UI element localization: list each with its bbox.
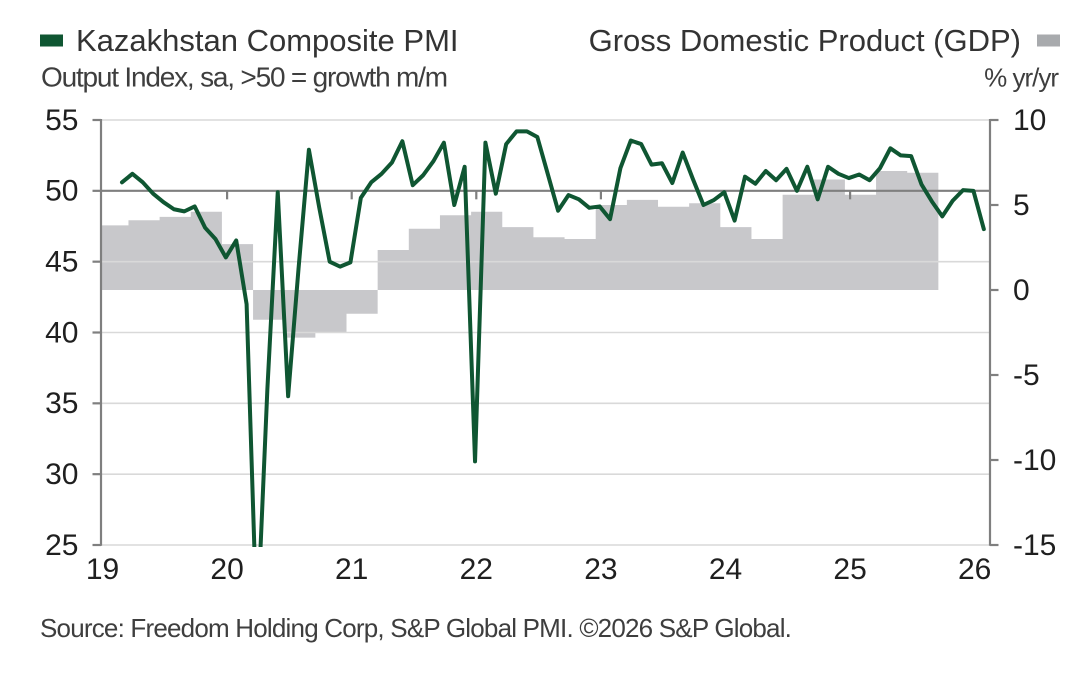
svg-text:-10: -10 (1013, 444, 1056, 477)
svg-text:55: 55 (45, 104, 78, 137)
svg-text:45: 45 (45, 246, 78, 279)
svg-text:40: 40 (45, 316, 78, 349)
svg-text:23: 23 (584, 553, 617, 586)
svg-text:25: 25 (45, 529, 78, 562)
svg-text:Output Index, sa, >50 = growth: Output Index, sa, >50 = growth m/m (41, 62, 447, 93)
svg-text:Source: Freedom Holding Corp,: Source: Freedom Holding Corp, S&P Global… (40, 613, 791, 643)
svg-text:Kazakhstan Composite PMI: Kazakhstan Composite PMI (76, 23, 459, 58)
svg-text:26: 26 (958, 553, 991, 586)
svg-text:0: 0 (1013, 274, 1030, 307)
svg-text:30: 30 (45, 458, 78, 491)
svg-text:Gross Domestic Product (GDP): Gross Domestic Product (GDP) (589, 23, 1021, 58)
svg-text:5: 5 (1013, 189, 1030, 222)
svg-text:22: 22 (460, 553, 493, 586)
svg-text:20: 20 (210, 553, 243, 586)
svg-text:24: 24 (709, 553, 742, 586)
svg-text:25: 25 (833, 553, 866, 586)
svg-text:10: 10 (1013, 104, 1046, 137)
svg-text:35: 35 (45, 387, 78, 420)
svg-text:% yr/yr: % yr/yr (984, 63, 1059, 93)
svg-text:50: 50 (45, 175, 78, 208)
svg-text:-15: -15 (1013, 529, 1056, 562)
svg-text:-5: -5 (1013, 359, 1040, 392)
svg-text:19: 19 (86, 553, 119, 586)
svg-text:21: 21 (335, 553, 368, 586)
